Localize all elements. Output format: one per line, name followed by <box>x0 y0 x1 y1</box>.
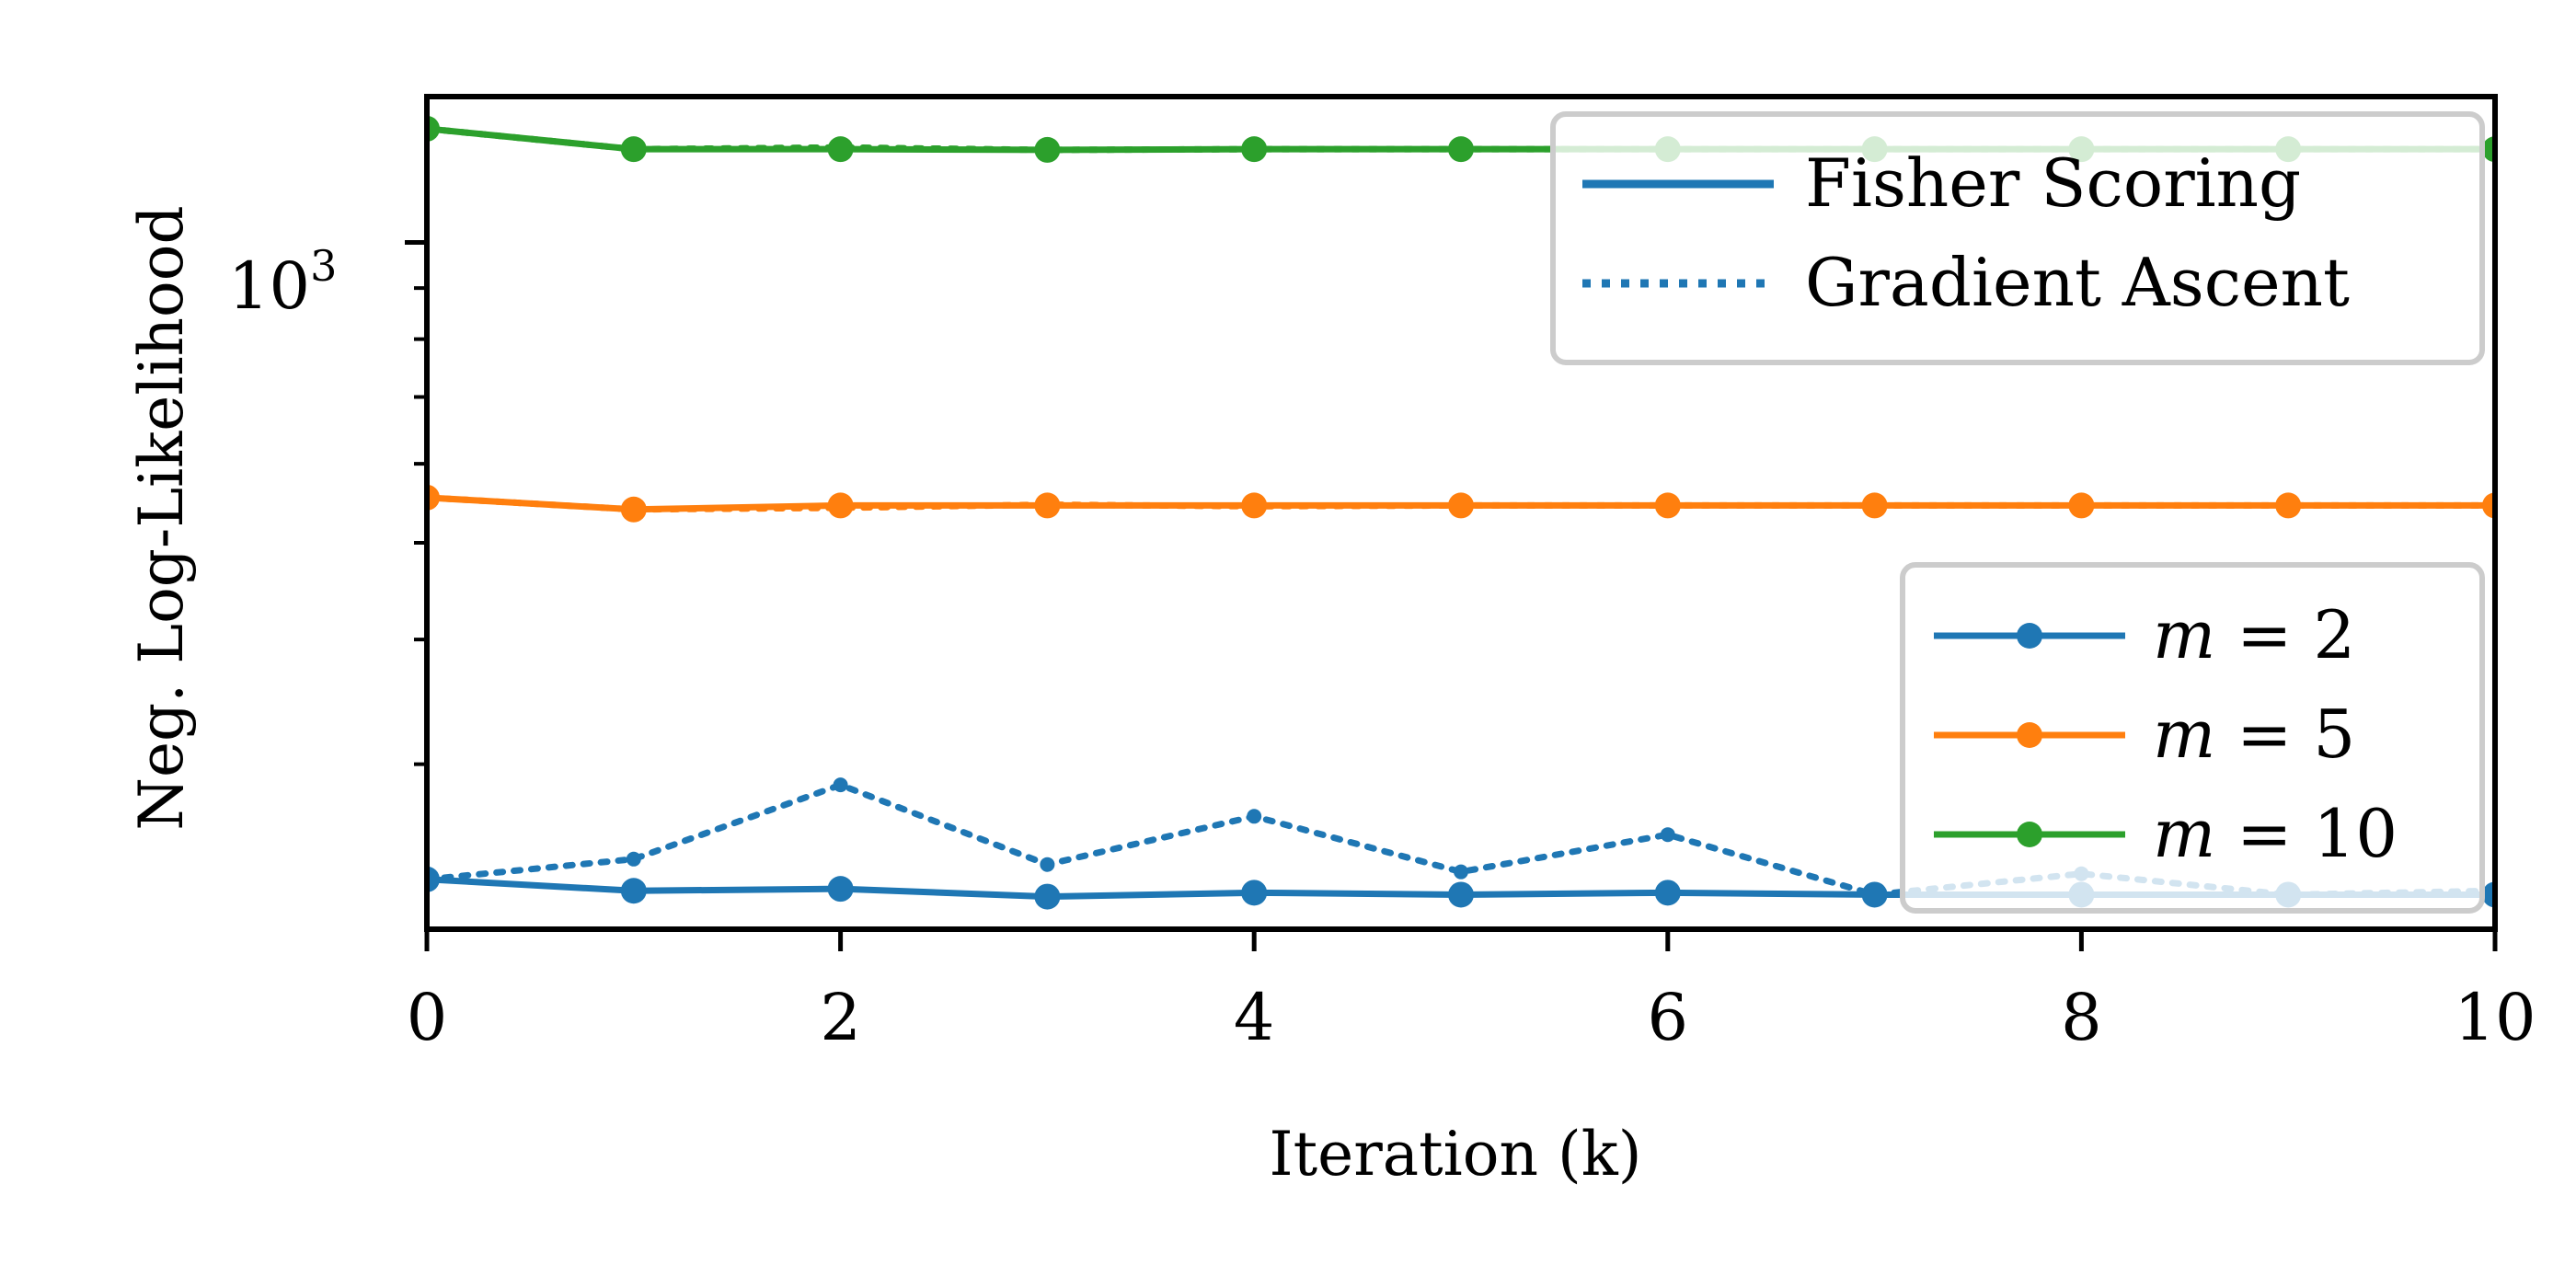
series-legend-label-m10: m = 10 <box>2153 795 2398 872</box>
data-point-m2-gradient-x6 <box>1660 827 1675 843</box>
data-point-m10-fisher-x2 <box>827 136 854 163</box>
data-point-m2-fisher-x6 <box>1654 880 1681 906</box>
data-point-m5-fisher-x5 <box>1448 492 1474 519</box>
data-point-m2-gradient-x1 <box>626 851 641 867</box>
data-point-m2-fisher-x4 <box>1241 880 1268 906</box>
data-point-m5-fisher-x4 <box>1241 492 1268 519</box>
data-point-m5-fisher-x10 <box>2482 492 2495 519</box>
plot-area <box>427 115 2495 910</box>
y-tick-label-1000: 103 <box>228 241 337 324</box>
x-axis-title: Iteration (k) <box>1270 1119 1642 1190</box>
data-point-m5-fisher-x6 <box>1654 492 1681 519</box>
data-point-m10-fisher-x1 <box>620 136 647 163</box>
data-point-m5-fisher-x1 <box>620 496 647 523</box>
data-point-m5-fisher-x0 <box>427 484 440 511</box>
method-legend-frame <box>1550 111 2485 365</box>
method-legend-label-solid: Fisher Scoring <box>1805 144 2301 222</box>
series-legend-label-m5: m = 5 <box>2153 696 2355 773</box>
data-point-m10-fisher-x5 <box>1448 136 1474 163</box>
x-tick-label-4: 4 <box>1234 980 1275 1055</box>
series-legend-marker-m10 <box>2017 822 2042 847</box>
series-legend-marker-m5 <box>2017 722 2042 748</box>
data-point-m10-fisher-x10 <box>2482 136 2495 163</box>
data-point-m5-fisher-x9 <box>2275 492 2302 519</box>
series-legend-label-m2: m = 2 <box>2153 596 2355 673</box>
y-axis-title: Neg. Log-Likelihood <box>126 205 197 831</box>
data-point-m5-fisher-x2 <box>827 492 854 519</box>
data-point-m2-fisher-x0 <box>427 866 440 892</box>
method-legend: Fisher Scoring Gradient Ascent <box>1550 111 2485 365</box>
data-point-m2-fisher-x10 <box>2482 881 2495 908</box>
series-legend-frame <box>1900 562 2485 914</box>
data-point-m2-fisher-x7 <box>1861 881 1888 908</box>
data-point-m2-fisher-x1 <box>620 878 647 904</box>
data-point-m2-gradient-x5 <box>1454 864 1468 880</box>
data-point-m2-fisher-x5 <box>1448 881 1474 908</box>
plot-frame <box>424 94 2498 932</box>
data-point-m10-fisher-x4 <box>1241 136 1268 163</box>
data-point-m2-gradient-x2 <box>833 777 848 793</box>
data-point-m2-gradient-x4 <box>1247 809 1262 824</box>
method-legend-label-dotted: Gradient Ascent <box>1805 244 2350 321</box>
data-point-m10-fisher-x3 <box>1034 136 1061 163</box>
series-legend-marker-m2 <box>2017 623 2042 649</box>
data-point-m5-fisher-x8 <box>2068 492 2095 519</box>
data-point-m2-fisher-x3 <box>1034 883 1061 910</box>
x-tick-label-2: 2 <box>820 980 861 1055</box>
data-point-m2-gradient-x3 <box>1040 857 1055 872</box>
data-point-m5-fisher-x7 <box>1861 492 1888 519</box>
data-point-m5-fisher-x3 <box>1034 492 1061 519</box>
data-point-m2-fisher-x2 <box>827 876 854 903</box>
axes: 0 2 4 6 8 10 <box>405 94 2536 1055</box>
x-tick-label-6: 6 <box>1648 980 1689 1055</box>
y-tick-exponent: 3 <box>310 241 337 291</box>
x-tick-label-0: 0 <box>407 980 448 1055</box>
x-tick-label-8: 8 <box>2061 980 2102 1055</box>
x-tick-label-10: 10 <box>2454 980 2536 1055</box>
data-point-m10-fisher-x0 <box>427 115 440 142</box>
series-legend: m = 2 m = 5 m = 10 <box>1900 562 2485 914</box>
y-tick-base: 10 <box>228 248 310 324</box>
